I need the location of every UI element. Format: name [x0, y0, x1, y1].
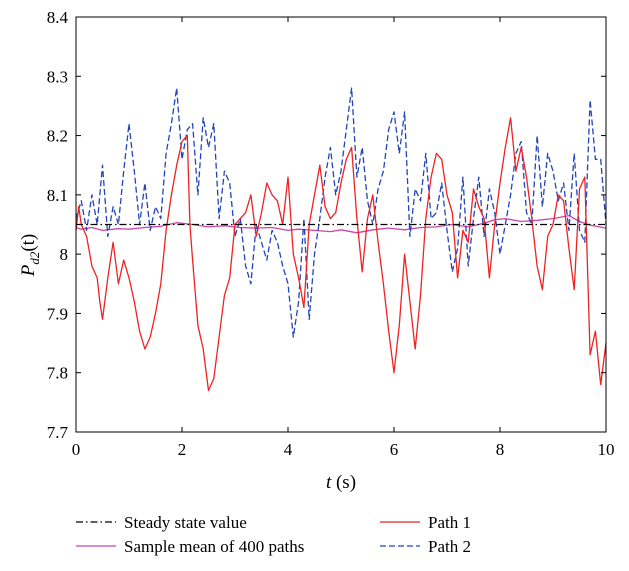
- y-axis-var: P: [18, 264, 39, 277]
- x-tick-label: 6: [390, 440, 399, 459]
- legend-label: Steady state value: [124, 513, 247, 532]
- plot-lines: [76, 88, 606, 390]
- x-tick-label: 4: [284, 440, 293, 459]
- series-line-path-1: [76, 118, 606, 391]
- y-tick-label: 8.2: [47, 127, 68, 146]
- y-axis-arg: (t): [18, 234, 39, 252]
- y-tick-label: 8.1: [47, 186, 68, 205]
- x-axis-label: t (s): [326, 472, 356, 493]
- x-axis-unit: (s): [331, 472, 356, 493]
- x-tick-label: 0: [72, 440, 81, 459]
- y-tick-label: 8.4: [47, 8, 69, 27]
- legend: Steady state value Sample mean of 400 pat…: [76, 513, 471, 556]
- legend-label: Sample mean of 400 paths: [124, 537, 304, 556]
- y-tick-label: 8.3: [47, 67, 68, 86]
- y-tick-label: 7.8: [47, 364, 68, 383]
- y-tick-label: 8: [60, 245, 69, 264]
- x-tick-label: 10: [598, 440, 615, 459]
- y-axis-subscript: d2: [27, 251, 42, 265]
- y-axis-label: Pd2(t): [18, 234, 42, 278]
- legend-label: Path 1: [428, 513, 471, 532]
- y-tick-label: 7.7: [47, 423, 69, 442]
- series-line-path-2: [76, 88, 606, 337]
- x-tick-label: 8: [496, 440, 505, 459]
- y-tick-label: 7.9: [47, 304, 68, 323]
- legend-label: Path 2: [428, 537, 471, 556]
- x-tick-label: 2: [178, 440, 187, 459]
- axis-ticks: 0 2 4 6 8 10 7.7 7.8 7.9 8 8.1 8.2 8.3 8.4: [47, 8, 615, 459]
